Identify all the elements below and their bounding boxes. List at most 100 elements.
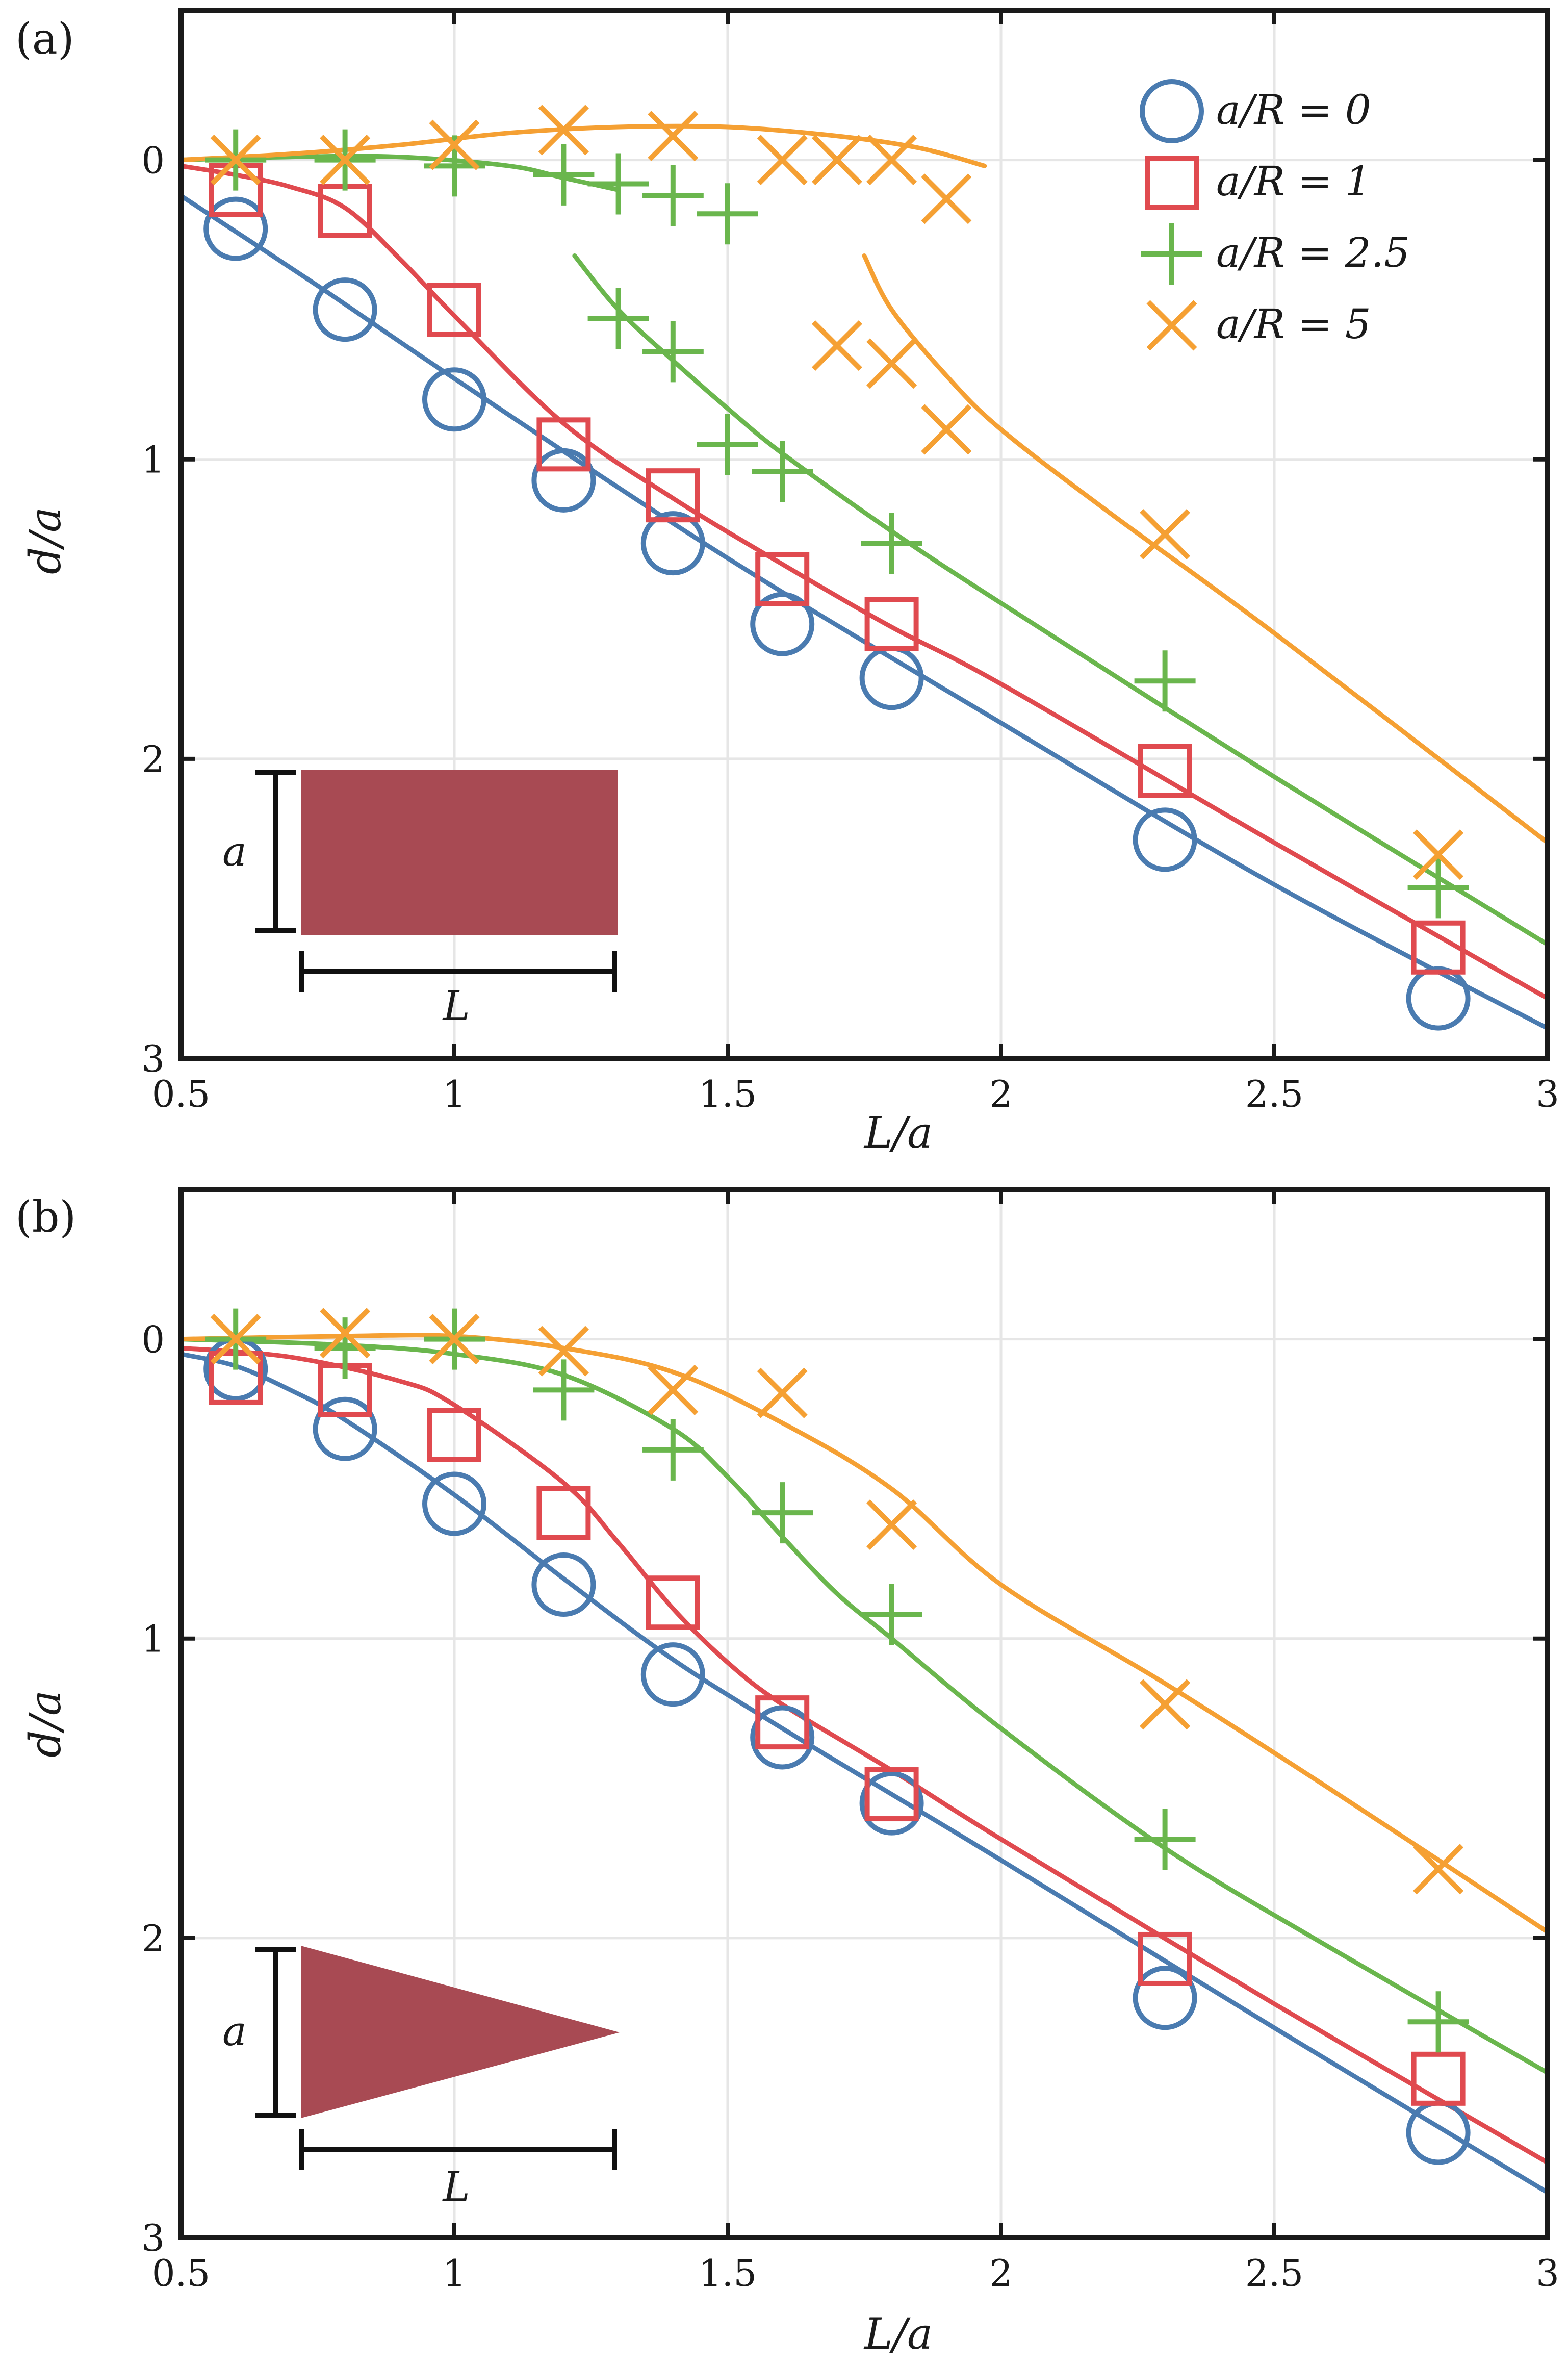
panel-b-square-point	[1411, 2051, 1466, 2106]
panel-a-label: (a)	[15, 14, 74, 64]
panel-a-circle-point	[750, 592, 815, 656]
panel-a-square-point	[864, 597, 919, 651]
panel-b-plus-point	[642, 1419, 704, 1481]
legend-entry-1: a/R = 1	[1145, 156, 1371, 210]
panel-b-circle-point	[422, 1471, 486, 1536]
panel-b-x-tick-label: 3	[1536, 2252, 1559, 2295]
panel-a-x-point	[538, 105, 589, 156]
panel-b-y-tick-label: 2	[141, 1917, 165, 1960]
panel-a-x-tick-label: 0.5	[152, 1073, 211, 1115]
panel-a-square-point	[1411, 920, 1466, 975]
panel-b-grid: 0.5 1 1.5 2 2.5 3 0 1 2 3	[141, 1189, 1559, 2295]
panel-a-plus-point	[642, 165, 704, 227]
panel-b-x-tick-label: 0.5	[152, 2252, 211, 2295]
panel-a-circle-point	[203, 196, 268, 261]
panel-a-x-point	[811, 320, 862, 371]
legend-label-1: a/R = 1	[1216, 158, 1371, 205]
inset-a-label: a	[222, 2007, 247, 2055]
panel-a-plus-point	[752, 441, 813, 502]
panel-a-x-point	[320, 135, 371, 186]
legend-x-symbol	[1146, 300, 1197, 351]
panel-a-data-points	[203, 105, 1471, 1031]
panel-b-square-series-fit-curve	[178, 1345, 1550, 2165]
panel-b-plus-point	[752, 1482, 813, 1544]
panel-b-square-point	[1138, 1931, 1192, 1986]
panel-b-plus-point	[533, 1359, 595, 1421]
legend-marker-square	[1145, 156, 1199, 210]
panel-a-plus-point	[697, 414, 758, 475]
legend-marker-plus	[1141, 223, 1202, 285]
panel-a-circle-point	[422, 367, 486, 432]
panel-a-y-axis-label: d/a	[20, 507, 70, 574]
panel-a-square-point	[646, 468, 700, 523]
panel-b-x-point	[320, 1308, 371, 1359]
panel-a-square-point	[755, 552, 810, 606]
panel-b-x-point	[866, 1499, 917, 1550]
panel-a-plus-point	[697, 183, 758, 245]
panel-b-circle-point	[1133, 1966, 1197, 2030]
panel-a-plus-point	[1407, 857, 1469, 919]
panel-b-x-point	[648, 1364, 699, 1415]
panel-b-y-tick-label: 3	[141, 2217, 165, 2259]
inset-a-label: a	[222, 828, 247, 875]
panel-b-x-point	[429, 1314, 480, 1365]
panel-b-x-tick-label: 1	[443, 2252, 466, 2295]
panel-b-circle-point	[313, 1396, 377, 1461]
panel-b-square-point	[755, 1695, 810, 1750]
panel-a-x-series-fit-curve	[178, 123, 987, 168]
panel-a-x-axis-label: L/a	[863, 1108, 933, 1158]
panel-a-y-tick-label: 2	[141, 738, 165, 781]
panel-a-plus-point	[1134, 650, 1196, 712]
panel-a-x-series-fit2-curve	[862, 253, 1550, 845]
panel-b-axes-frame	[178, 1187, 1550, 2240]
panel-a-x-point	[866, 135, 917, 186]
panel-a-x-tick-label: 2.5	[1245, 1073, 1304, 1115]
panel-b-x-tick-label: 2	[989, 2252, 1013, 2295]
legend-label-0: a/R = 0	[1216, 86, 1371, 134]
panel-a-y-tick-label: 1	[141, 439, 165, 481]
panel-b-x-tick-label: 2.5	[1245, 2252, 1304, 2295]
panel-b-y-tick-label: 0	[141, 1318, 165, 1361]
panel-a-plus-point	[861, 513, 922, 574]
panel-b-inset-triangle: a L	[222, 1946, 620, 2210]
legend-entry-0: a/R = 0	[1140, 79, 1371, 143]
legend-label-2: a/R = 2.5	[1216, 229, 1410, 276]
panel-b-y-tick-label: 1	[141, 1618, 165, 1661]
panel-a-y-tick-label: 0	[141, 139, 165, 182]
legend-marker-x	[1146, 300, 1197, 351]
panel-a-circle-point	[640, 511, 705, 576]
panel-a-x-point	[210, 135, 261, 186]
panel-a-x-point	[921, 173, 972, 224]
panel-a-plus-point	[587, 288, 649, 349]
legend-entry-3: a/R = 5	[1146, 300, 1371, 351]
panel-a-x-point	[866, 338, 917, 389]
panel-b-label: (b)	[15, 1192, 76, 1242]
panel-b-x-point	[1413, 1844, 1464, 1895]
panel-a-square-point	[427, 283, 481, 337]
panel-a-y-tick-label: 3	[141, 1037, 165, 1080]
panel-a-circle-point	[1133, 807, 1197, 872]
panel-b-plus-point	[861, 1584, 922, 1645]
panel-a-circle-point	[531, 448, 596, 513]
panel-a-x-point	[811, 135, 862, 186]
panel-b-circle-point	[750, 1705, 815, 1770]
panel-b-plus-point	[1134, 1809, 1196, 1870]
inset-triangle-shape	[301, 1946, 620, 2118]
panel-b-square-point	[427, 1408, 481, 1462]
panel-a-x-tick-label: 1.5	[699, 1073, 757, 1115]
inset-rectangle-shape	[301, 770, 618, 935]
panel-b-x-point	[210, 1314, 261, 1365]
panel-a-x-tick-label: 2	[989, 1073, 1013, 1115]
panel-b-x-point	[1140, 1679, 1191, 1730]
legend-label-3: a/R = 5	[1216, 300, 1371, 348]
panel-a-square-series-fit-curve	[178, 163, 1550, 1001]
panel-a-plus-point	[642, 321, 704, 383]
legend: a/R = 0 a/R = 1 a/R = 2.5 a/R = 5	[1140, 79, 1410, 351]
panel-a-x-point	[1140, 508, 1191, 560]
panel-b-x-point	[538, 1326, 589, 1377]
inset-l-label: L	[442, 2163, 470, 2210]
panel-b-x-point	[757, 1367, 808, 1418]
legend-marker-circle	[1140, 79, 1204, 143]
panel-b-circle-point	[640, 1642, 705, 1707]
panel-a-x-point	[757, 135, 808, 186]
